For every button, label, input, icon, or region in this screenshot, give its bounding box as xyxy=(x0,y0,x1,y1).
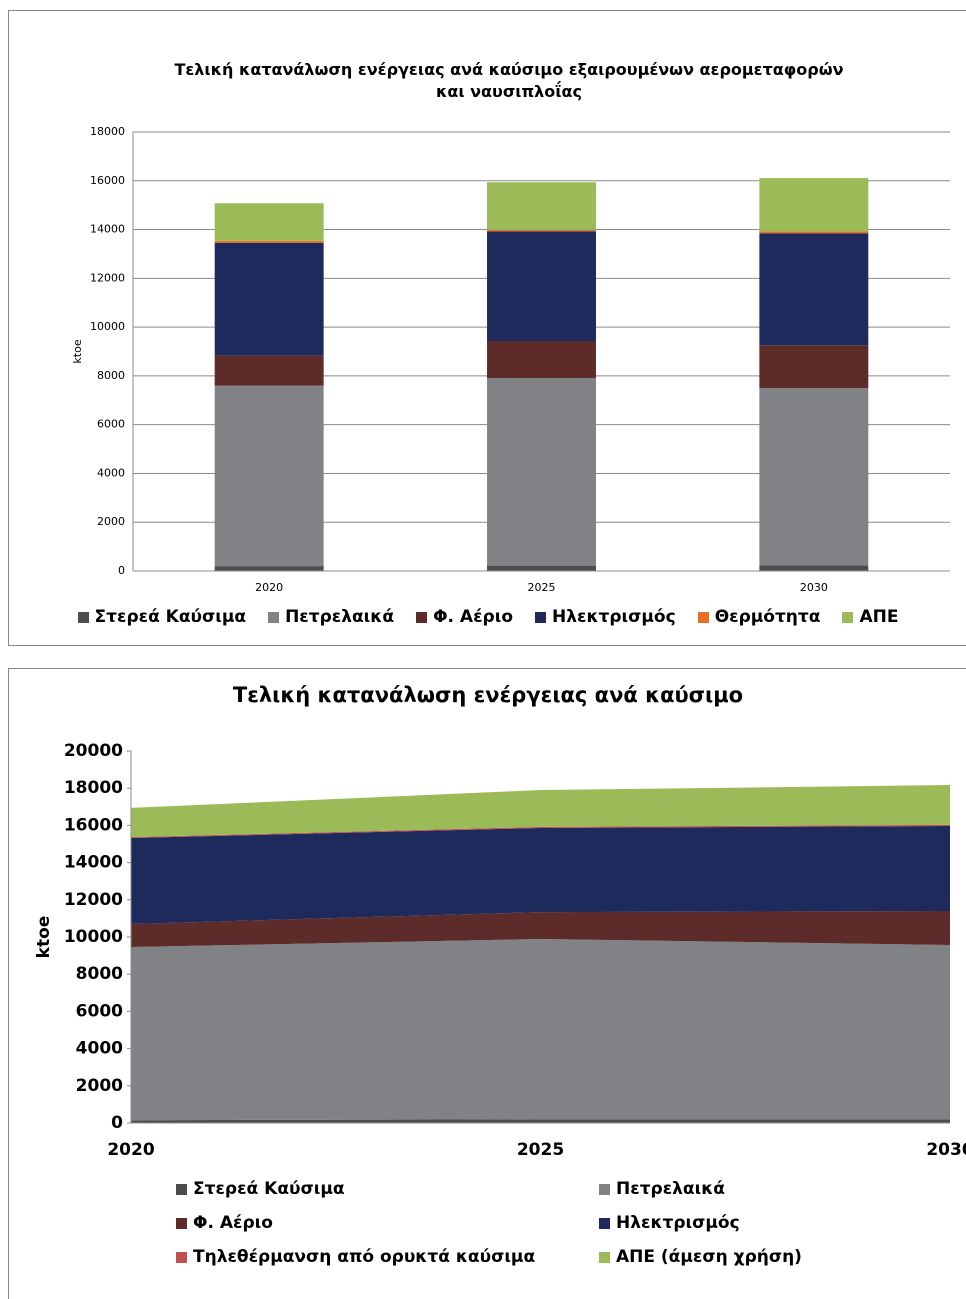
legend-item: Φ. Αέριο xyxy=(416,607,513,627)
legend-label: Στερεά Καύσιμα xyxy=(94,607,247,627)
legend-label: ΑΠΕ (άμεση χρήση) xyxy=(616,1247,802,1267)
chart-panel: Τελική κατανάλωση ενέργειας ανά καύσιμο … xyxy=(8,10,966,646)
legend-swatch xyxy=(268,611,280,623)
legend-item: Θερμότητα xyxy=(697,607,821,627)
legend-label: Φ. Αέριο xyxy=(193,1213,273,1233)
legend-label: Στερεά Καύσιμα xyxy=(193,1179,345,1199)
legend-label: Τηλεθέρμανση από ορυκτά καύσιμα xyxy=(193,1247,536,1267)
legend-item: Πετρελαικά xyxy=(599,1179,876,1199)
legend-swatch xyxy=(697,611,709,623)
legend-item: Ηλεκτρισμός xyxy=(535,607,676,627)
chart-panel: Τελική κατανάλωση ενέργειας ανά καύσιμο … xyxy=(8,668,966,1299)
legend-swatch xyxy=(176,1217,187,1229)
legend-label: Φ. Αέριο xyxy=(433,607,513,627)
legend-label: Ηλεκτρισμός xyxy=(616,1213,740,1233)
legend-swatch xyxy=(176,1183,187,1195)
legend-item: ΑΠΕ xyxy=(842,607,898,627)
legend-label: Ηλεκτρισμός xyxy=(552,607,676,627)
legend-label: Θερμότητα xyxy=(714,607,821,627)
legend: Στερεά Καύσιμα Πετρελαικά Φ. Αέριο Ηλεκτρισ… xyxy=(9,607,966,627)
legend-swatch xyxy=(77,611,89,623)
legend-item: Τηλεθέρμανση από ορυκτά καύσιμα xyxy=(176,1247,599,1267)
legend-swatch xyxy=(176,1251,187,1263)
legend-swatch xyxy=(535,611,546,623)
legend-item: Στερεά Καύσιμα xyxy=(176,1179,599,1199)
legend-label: Πετρελαικά xyxy=(285,607,395,627)
legend-item: Πετρελαικά xyxy=(268,607,394,627)
legend-label: Πετρελαικά xyxy=(616,1179,725,1199)
legend-swatch xyxy=(416,611,428,623)
legend-item: Ηλεκτρισμός xyxy=(599,1213,876,1233)
legend-swatch xyxy=(599,1251,610,1263)
legend-swatch xyxy=(842,611,854,623)
legend-swatch xyxy=(599,1183,610,1195)
legend-item: Φ. Αέριο xyxy=(176,1213,599,1233)
legend-item: ΑΠΕ (άμεση χρήση) xyxy=(599,1247,876,1267)
legend-label: ΑΠΕ xyxy=(859,607,899,627)
legend-item: Στερεά Καύσιμα xyxy=(77,607,247,627)
chart-title: Τελική κατανάλωση ενέργειας ανά καύσιμο xyxy=(232,683,744,707)
chart-title: Τελική κατανάλωση ενέργειας ανά καύσιμο … xyxy=(174,60,844,101)
legend: Στερεά Καύσιμα Πετρελαικά Φ. Αέριο Ηλεκτρισ… xyxy=(176,1179,876,1267)
legend-swatch xyxy=(599,1217,610,1229)
